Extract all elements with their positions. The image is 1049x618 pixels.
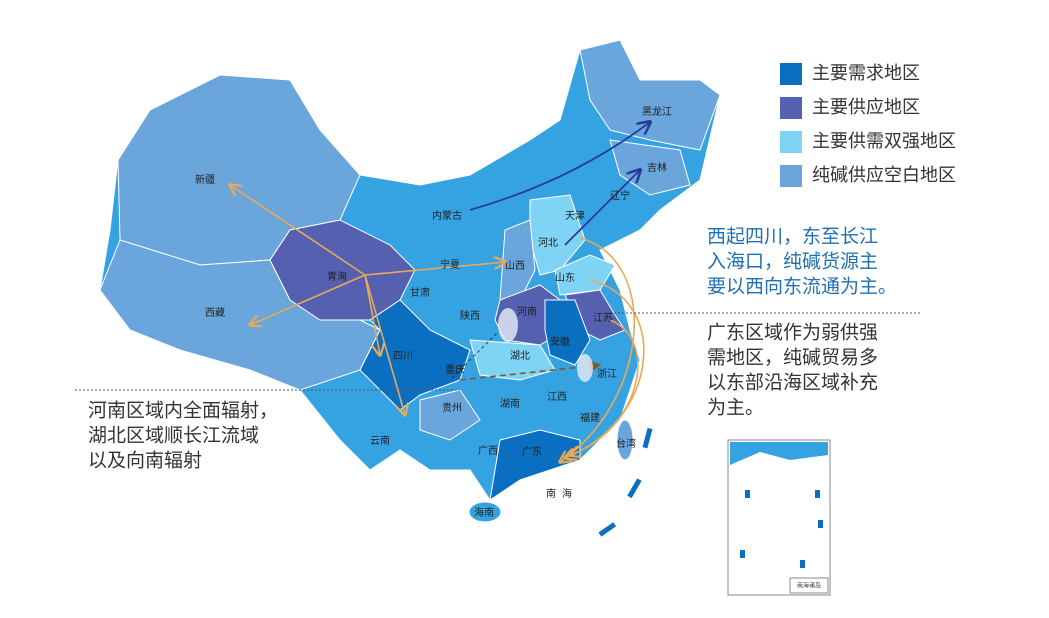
province-label: 黑龙江: [642, 105, 672, 118]
province-label: 重庆: [445, 363, 465, 376]
annotation: 广东区域作为弱供强: [707, 322, 878, 344]
region-shanxi: [499, 219, 536, 301]
legend-swatch: [780, 63, 802, 85]
leader-lines: [75, 312, 920, 391]
region-anhui: [544, 299, 591, 366]
province-label: 山东: [555, 271, 575, 284]
province-label: 天津: [565, 210, 585, 222]
province-label: 河北: [538, 237, 558, 249]
region-hubei: [469, 339, 556, 381]
province-label: 吉林: [647, 161, 667, 174]
province-label: 湖南: [500, 397, 520, 410]
province-label: 福建: [580, 411, 600, 424]
legend-label: 主要需求地区: [812, 63, 920, 84]
province-label: 青海: [327, 270, 347, 283]
province-label: 辽宁: [610, 189, 630, 202]
annotation: 要以西向东流通为主。: [707, 276, 897, 298]
province-label: 内蒙古: [432, 209, 462, 222]
inset: [727, 439, 831, 596]
province-label: 广东: [522, 445, 542, 458]
province-label: 云南: [370, 434, 390, 447]
region-guizhou: [419, 389, 481, 441]
province-label: 贵州: [442, 401, 462, 414]
legend-label: 纯碱供应空白地区: [812, 165, 956, 186]
annotation: 西起四川，东至长江: [707, 226, 878, 248]
region-sichuan: [359, 299, 471, 411]
annotation: 入海口，纯碱货源主: [707, 251, 878, 273]
province-label: 湖北: [510, 350, 530, 362]
province-label: 海南: [474, 506, 494, 519]
legend-label: 主要供需双强地区: [812, 131, 956, 152]
sea-label: 南海: [546, 487, 578, 500]
province-label: 浙江: [597, 368, 617, 380]
inset-label: 南海诸岛: [797, 582, 821, 590]
annotation: 湖北区域顺长江流域: [88, 425, 259, 447]
region-guangdong: [489, 429, 581, 502]
taiwan: [616, 419, 634, 461]
annotation: 以及向南辐射: [88, 450, 202, 472]
legend-swatch: [780, 165, 802, 187]
dash-line: [598, 427, 653, 537]
province-label: 台湾: [616, 437, 636, 450]
hainan: [468, 501, 502, 523]
region-heilongjiang: [579, 39, 721, 151]
province-label: 新疆: [195, 173, 215, 186]
annotation: 需地区，纯碱贸易多: [707, 347, 878, 369]
province-label: 陕西: [460, 309, 480, 322]
province-label: 江苏: [593, 311, 613, 324]
province-label: 广西: [478, 445, 498, 457]
province-label: 四川: [393, 351, 413, 362]
province-label: 江西: [547, 391, 567, 403]
legend-label: 主要供应地区: [812, 97, 920, 118]
province-label: 河南: [517, 305, 537, 318]
legend-swatch: [780, 131, 802, 153]
annotation: 以东部沿海区域补充: [707, 372, 878, 394]
province-label: 安徽: [550, 335, 570, 348]
province-label: 西藏: [205, 307, 225, 319]
province-label: 甘肃: [410, 286, 430, 299]
flow-arrows: [230, 122, 650, 462]
province-label: 山西: [505, 260, 525, 272]
annotation: 为主。: [707, 397, 764, 419]
province-label: 宁夏: [440, 258, 460, 271]
annotation: 河南区域内全面辐射，: [88, 400, 278, 422]
region-shandong: [554, 254, 616, 296]
legend-swatch: [780, 97, 802, 119]
map-shapes: [99, 39, 721, 523]
